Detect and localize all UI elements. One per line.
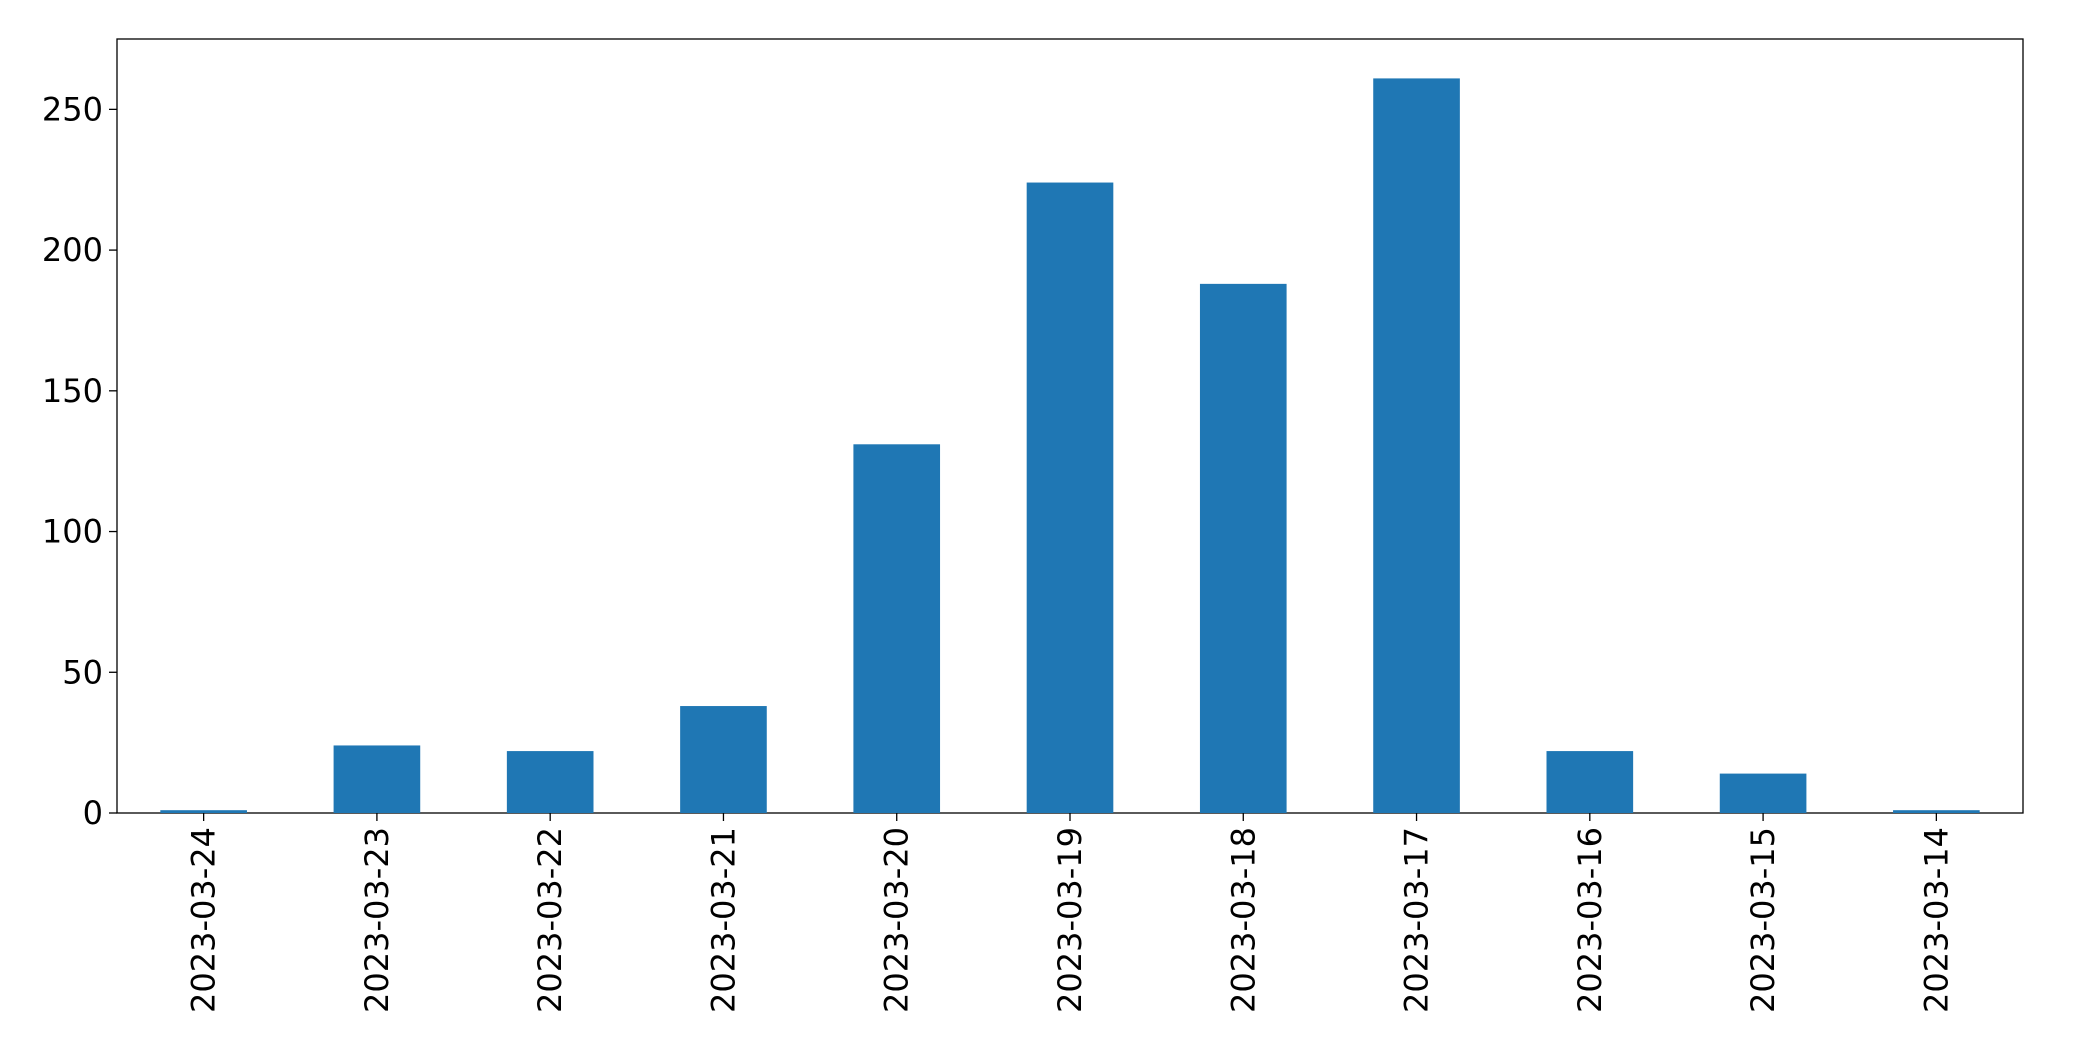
bar: [853, 444, 941, 813]
bar: [1893, 810, 1980, 813]
x-tick-label: 2023-03-15: [1744, 827, 1782, 1013]
y-tick-label: 0: [83, 794, 103, 832]
x-tick-label: 2023-03-22: [531, 827, 569, 1013]
bar: [1373, 78, 1460, 814]
x-tick-label: 2023-03-24: [185, 827, 223, 1013]
x-tick-label: 2023-03-17: [1398, 827, 1436, 1013]
x-tick-label: 2023-03-18: [1224, 827, 1262, 1013]
y-tick-label: 200: [42, 231, 103, 269]
x-tick-label: 2023-03-23: [358, 827, 396, 1013]
bar: [1199, 283, 1287, 813]
y-tick-label: 150: [42, 372, 103, 410]
x-tick-label: 2023-03-16: [1571, 827, 1609, 1013]
y-tick-label: 50: [62, 653, 103, 691]
y-tick-label: 100: [42, 513, 103, 551]
x-tick-label: 2023-03-14: [1917, 827, 1955, 1013]
bar: [680, 706, 767, 813]
bar: [160, 810, 247, 813]
x-tick-label: 2023-03-19: [1051, 827, 1089, 1013]
x-tick-label: 2023-03-20: [878, 827, 916, 1013]
bar: [1546, 751, 1634, 813]
bar: [1026, 182, 1114, 814]
x-tick-label: 2023-03-21: [704, 827, 742, 1013]
bar: [1719, 773, 1807, 813]
bar: [333, 745, 421, 813]
y-tick-label: 250: [42, 90, 103, 128]
bar: [506, 751, 594, 813]
